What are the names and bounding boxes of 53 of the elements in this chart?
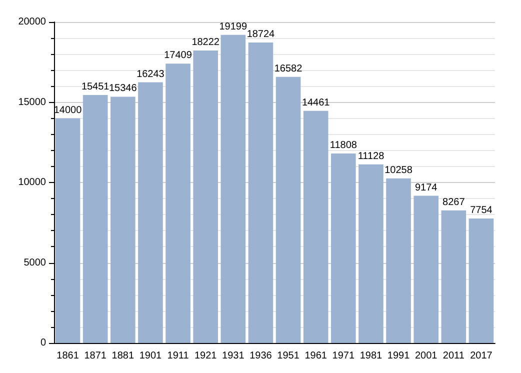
y-tick-label: 10000 bbox=[18, 177, 46, 188]
data-label: 10258 bbox=[384, 164, 413, 176]
y-tick-label: 5000 bbox=[24, 257, 46, 268]
x-tick-label: 1881 bbox=[112, 350, 134, 362]
data-label: 15451 bbox=[81, 82, 110, 93]
x-tick-label: 1951 bbox=[277, 350, 300, 362]
data-label: 18222 bbox=[192, 37, 220, 48]
bar bbox=[110, 96, 136, 343]
bar bbox=[220, 34, 246, 343]
bar bbox=[303, 110, 328, 343]
data-label: 8267 bbox=[442, 196, 466, 208]
data-label: 16582 bbox=[274, 63, 303, 74]
bar bbox=[468, 218, 494, 343]
data-label: 11808 bbox=[330, 140, 358, 151]
bar bbox=[82, 95, 108, 343]
y-tick-label: 20000 bbox=[18, 16, 46, 28]
x-tick-label: 2017 bbox=[470, 350, 493, 362]
x-tick-label: 2011 bbox=[442, 350, 465, 362]
x-tick-label: 1991 bbox=[387, 350, 410, 362]
x-tick-label: 1921 bbox=[194, 350, 218, 362]
y-tick-label: 0 bbox=[40, 338, 46, 348]
bar bbox=[386, 178, 411, 343]
bar bbox=[358, 164, 384, 343]
x-tick-label: 1971 bbox=[332, 350, 355, 362]
x-tick-label: 2001 bbox=[414, 350, 438, 362]
bar bbox=[248, 42, 274, 343]
bar bbox=[276, 76, 301, 343]
data-label: 14000 bbox=[54, 104, 82, 116]
data-label: 18724 bbox=[246, 28, 276, 40]
bar bbox=[138, 82, 163, 343]
y-tick-label: 15000 bbox=[18, 96, 46, 108]
x-tick-label: 1871 bbox=[84, 350, 107, 362]
data-label: 7754 bbox=[470, 205, 493, 216]
data-label: 14461 bbox=[302, 97, 330, 108]
x-tick-label: 1861 bbox=[56, 350, 80, 362]
bar bbox=[55, 118, 80, 343]
x-tick-label: 1981 bbox=[360, 350, 383, 362]
x-tick-label: 1901 bbox=[139, 350, 162, 362]
data-label: 17409 bbox=[164, 50, 192, 62]
data-label: 19199 bbox=[219, 21, 248, 32]
bar bbox=[331, 153, 356, 343]
x-tick-label: 1936 bbox=[250, 350, 272, 362]
bar bbox=[441, 210, 466, 343]
x-tick-label: 1961 bbox=[304, 350, 328, 362]
x-tick-label: 1931 bbox=[222, 350, 245, 362]
data-label: 9174 bbox=[414, 182, 438, 194]
bar bbox=[166, 64, 190, 343]
x-tick-label: 1911 bbox=[167, 350, 190, 362]
data-label: 15346 bbox=[109, 83, 138, 94]
data-label: 16243 bbox=[136, 68, 165, 80]
bar bbox=[193, 50, 218, 343]
bar bbox=[414, 196, 438, 343]
data-label: 11128 bbox=[358, 150, 385, 162]
